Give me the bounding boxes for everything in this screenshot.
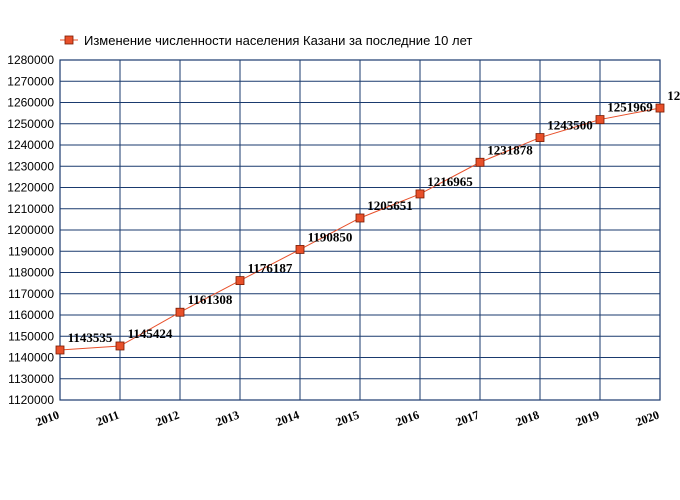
data-point-marker	[55, 345, 65, 355]
data-point-marker	[175, 307, 185, 317]
legend-marker-swatch	[64, 35, 74, 45]
y-tick-label: 1160000	[8, 308, 54, 322]
x-tick-label: 2010	[34, 408, 61, 429]
y-tick-label: 1240000	[7, 138, 54, 152]
x-tick-label: 2015	[334, 408, 361, 429]
grid	[59, 59, 661, 401]
x-tick-label: 2019	[574, 408, 601, 429]
y-tick-label: 1280000	[7, 53, 54, 67]
data-label: 1231878	[487, 142, 533, 157]
x-tick-label: 2020	[634, 408, 661, 429]
plot-area-frame	[59, 59, 661, 401]
legend: Изменение численности населения Казани з…	[60, 33, 472, 48]
data-label: 1205651	[367, 198, 413, 213]
data-label: 1161308	[188, 292, 233, 307]
data-point-marker	[355, 213, 365, 223]
y-tick-label: 1250000	[7, 117, 54, 131]
y-tick-label: 1120000	[8, 393, 54, 407]
y-tick-label: 1130000	[8, 372, 54, 386]
legend-label: Изменение численности населения Казани з…	[84, 33, 472, 48]
y-axis-tick-labels: 1120000 1130000 1140000 1150000 1160000 11700…	[7, 53, 54, 407]
x-tick-label: 2016	[394, 408, 421, 429]
data-point-marker	[655, 103, 665, 113]
x-tick-label: 2011	[94, 408, 121, 429]
data-label: 1216965	[427, 174, 473, 189]
data-point-marker	[115, 341, 125, 351]
data-point-marker	[475, 157, 485, 167]
data-point-markers	[55, 103, 665, 355]
x-tick-label: 2012	[154, 408, 181, 429]
y-tick-label: 1190000	[8, 244, 54, 258]
data-label: 1251969	[607, 100, 653, 115]
y-tick-label: 1140000	[8, 351, 54, 365]
y-tick-label: 1180000	[8, 266, 54, 280]
y-tick-label: 1150000	[8, 329, 54, 343]
y-tick-label: 1270000	[7, 74, 54, 88]
y-tick-label: 1260000	[7, 96, 54, 110]
data-label: 1176187	[248, 261, 293, 276]
data-point-marker	[235, 276, 245, 286]
y-tick-label: 1210000	[7, 202, 54, 216]
data-point-marker	[415, 189, 425, 199]
data-point-marker	[295, 245, 305, 254]
y-tick-label: 1200000	[7, 223, 54, 237]
y-tick-label: 1230000	[7, 159, 54, 173]
y-tick-label: 1170000	[8, 287, 54, 301]
x-axis-tick-labels: 2010 2011 2012 2013 2014 2015 2016 2017 2018 2019…	[34, 408, 661, 429]
data-labels: 1143535 1145424 1161308 1176187 1190850 12056…	[68, 88, 680, 345]
data-label: 1190850	[308, 229, 353, 244]
data-point-marker	[535, 133, 545, 142]
data-label: 1257391	[667, 88, 680, 103]
x-tick-label: 2014	[274, 408, 301, 429]
x-tick-label: 2018	[514, 408, 541, 429]
x-tick-label: 2017	[454, 408, 481, 429]
x-tick-label: 2013	[214, 408, 241, 429]
data-label: 1243500	[547, 118, 593, 133]
data-point-marker	[595, 115, 605, 124]
y-tick-label: 1220000	[7, 181, 54, 195]
data-label: 1143535	[68, 330, 113, 345]
data-label: 1145424	[128, 326, 173, 341]
